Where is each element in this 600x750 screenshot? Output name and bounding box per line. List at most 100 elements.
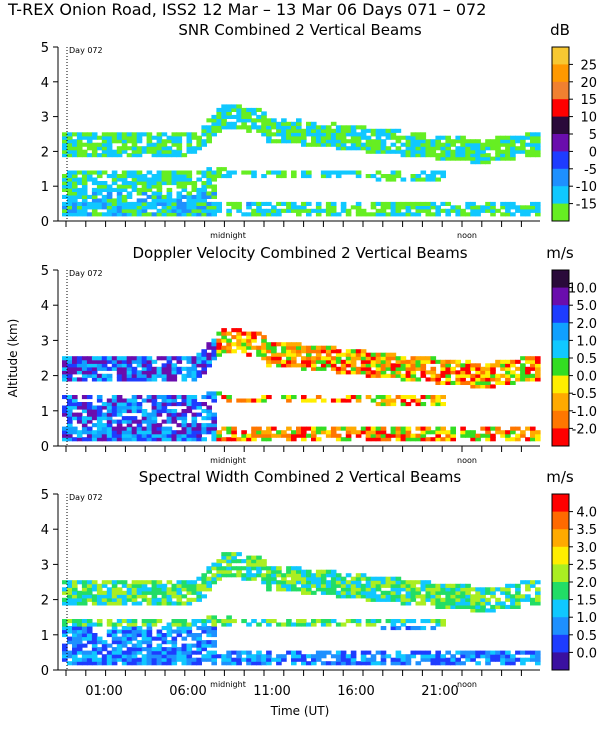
data-cell	[435, 657, 441, 662]
data-cell	[505, 201, 511, 206]
data-cell	[286, 139, 292, 144]
data-cell	[166, 146, 173, 151]
data-cell	[415, 359, 422, 364]
colorbar-swatch	[552, 151, 569, 170]
data-cell	[286, 132, 292, 137]
colorbar-swatch	[552, 599, 569, 618]
data-cell	[276, 622, 282, 627]
data-cell	[500, 657, 506, 662]
data-cell	[315, 426, 322, 431]
data-cell	[236, 559, 242, 564]
data-cell	[67, 363, 73, 368]
data-cell	[291, 657, 297, 662]
data-cell	[465, 587, 471, 592]
data-cell	[311, 345, 317, 350]
data-cell	[420, 139, 427, 144]
data-cell	[495, 587, 501, 592]
data-cell	[261, 174, 267, 179]
data-cell	[475, 373, 481, 378]
data-cell	[196, 201, 202, 206]
data-cell	[271, 170, 277, 175]
data-cell	[101, 198, 108, 203]
data-cell	[281, 139, 287, 144]
data-cell	[216, 342, 222, 347]
data-cell	[311, 128, 317, 133]
data-cell	[81, 142, 88, 147]
data-cell	[281, 580, 287, 585]
data-cell	[256, 650, 262, 655]
colorbar-swatch	[552, 99, 569, 117]
data-cell	[221, 349, 227, 354]
data-cell	[131, 402, 138, 407]
data-cell	[106, 153, 113, 158]
data-cell	[291, 128, 297, 133]
data-cell	[111, 181, 118, 186]
data-cell	[360, 349, 367, 354]
data-cell	[340, 398, 347, 403]
data-cell	[196, 650, 202, 655]
data-cell	[505, 594, 511, 599]
data-cell	[72, 359, 78, 364]
data-cell	[171, 583, 178, 588]
data-cell	[156, 636, 163, 641]
data-cell	[211, 191, 217, 196]
data-cell	[131, 201, 138, 206]
data-cell	[231, 114, 237, 119]
data-cell	[96, 187, 103, 192]
data-cell	[126, 629, 133, 634]
data-cell	[365, 437, 372, 442]
data-cell	[460, 142, 466, 147]
data-cell	[221, 335, 227, 340]
data-cell	[226, 395, 232, 400]
data-cell	[201, 349, 207, 354]
data-cell	[226, 342, 232, 347]
data-cell	[221, 328, 227, 333]
data-cell	[495, 373, 501, 378]
data-cell	[530, 146, 536, 151]
data-cell	[286, 121, 292, 126]
data-cell	[131, 212, 138, 217]
data-cell	[530, 377, 536, 382]
data-cell	[211, 643, 217, 648]
data-cell	[231, 104, 237, 109]
data-cell	[410, 398, 417, 403]
data-cell	[505, 142, 511, 147]
data-cell	[445, 135, 451, 140]
data-cell	[76, 412, 83, 417]
data-cell	[410, 135, 417, 140]
data-cell	[425, 657, 432, 662]
data-cell	[320, 359, 327, 364]
data-cell	[236, 338, 242, 343]
data-cell	[91, 412, 98, 417]
data-cell	[510, 142, 516, 147]
data-cell	[151, 650, 158, 655]
data-cell	[360, 146, 367, 151]
data-cell	[201, 580, 207, 585]
data-cell	[306, 356, 312, 361]
data-cell	[311, 576, 317, 581]
data-cell	[530, 205, 536, 210]
data-cell	[156, 433, 163, 438]
data-cell	[485, 153, 491, 158]
data-cell	[211, 194, 217, 199]
data-cell	[395, 370, 402, 375]
data-cell	[450, 139, 456, 144]
data-cell	[206, 125, 212, 130]
data-cell	[76, 633, 83, 638]
data-cell	[291, 566, 297, 571]
data-cell	[186, 370, 193, 375]
data-cell	[67, 419, 73, 424]
data-cell	[380, 208, 387, 213]
data-cell	[395, 594, 402, 599]
data-cell	[510, 363, 516, 368]
data-cell	[96, 142, 103, 147]
data-cell	[415, 626, 422, 631]
data-cell	[101, 139, 108, 144]
data-cell	[465, 604, 471, 609]
data-cell	[490, 139, 496, 144]
colorbar-swatch	[552, 410, 569, 429]
data-cell	[81, 626, 88, 631]
data-cell	[465, 139, 471, 144]
colorbar-label: 2.0	[576, 576, 597, 591]
data-cell	[375, 128, 382, 133]
